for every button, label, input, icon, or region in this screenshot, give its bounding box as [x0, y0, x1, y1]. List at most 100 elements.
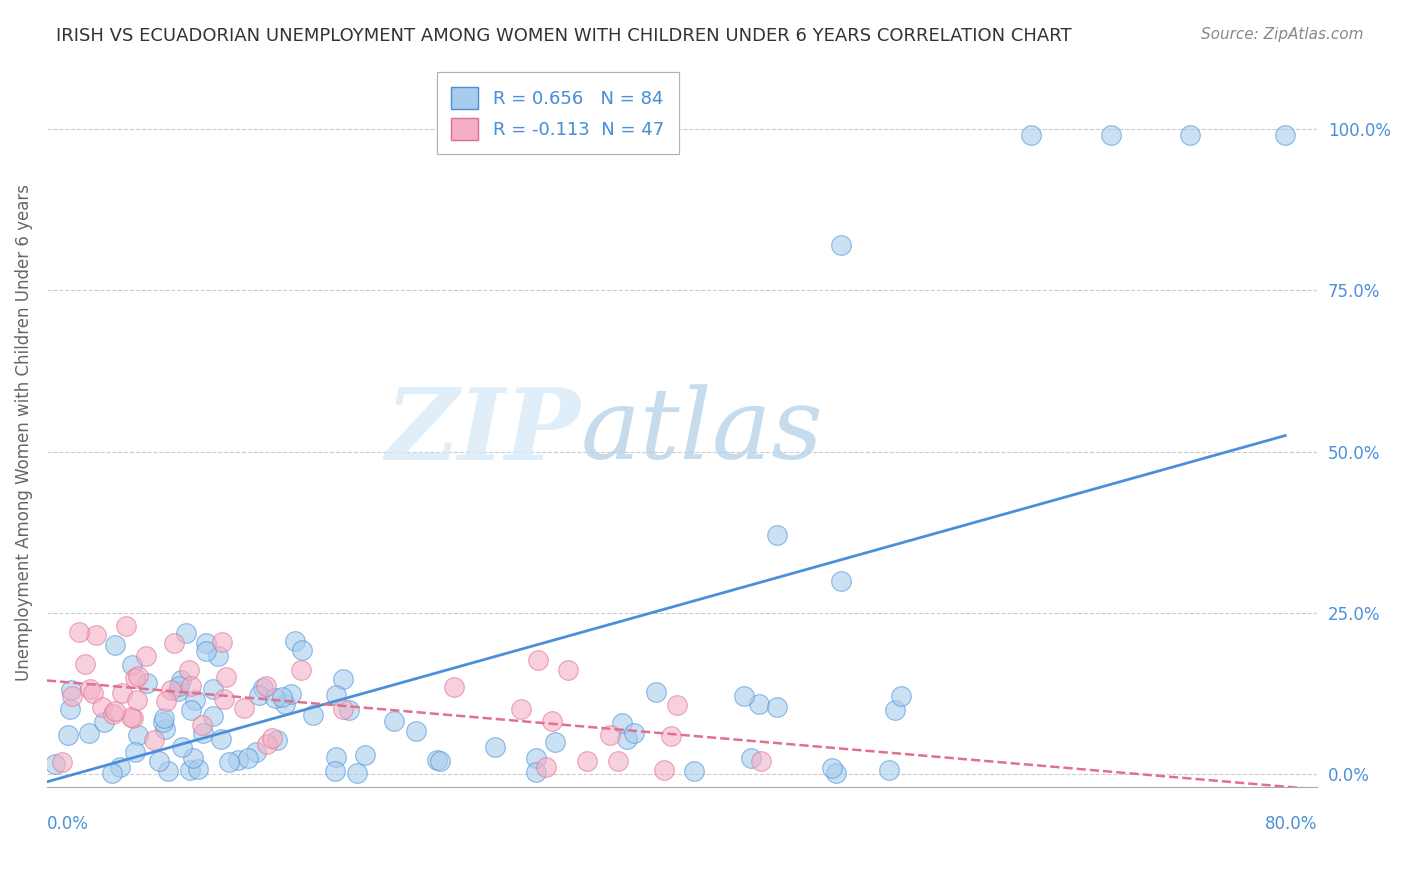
Point	[607, 754, 630, 768]
Point	[121, 711, 143, 725]
Point	[682, 764, 704, 778]
Point	[44, 756, 66, 771]
Point	[180, 703, 202, 717]
Point	[443, 680, 465, 694]
Point	[212, 692, 235, 706]
Point	[82, 686, 104, 700]
Text: 80.0%: 80.0%	[1264, 815, 1317, 833]
Point	[127, 669, 149, 683]
Text: 0.0%: 0.0%	[46, 815, 89, 833]
Point	[623, 725, 645, 739]
Point	[167, 684, 190, 698]
Point	[184, 693, 207, 707]
Point	[659, 729, 682, 743]
Point	[280, 687, 302, 701]
Point	[733, 689, 755, 703]
Point	[290, 663, 312, 677]
Point	[740, 750, 762, 764]
Point	[534, 760, 557, 774]
Point	[93, 715, 115, 730]
Point	[302, 708, 325, 723]
Point	[644, 685, 666, 699]
Point	[524, 751, 547, 765]
Point	[194, 644, 217, 658]
Point	[67, 625, 90, 640]
Point	[576, 754, 599, 768]
Point	[1274, 128, 1296, 143]
Point	[111, 686, 134, 700]
Point	[108, 760, 131, 774]
Text: Source: ZipAtlas.com: Source: ZipAtlas.com	[1201, 27, 1364, 42]
Point	[652, 763, 675, 777]
Point	[233, 701, 256, 715]
Point	[749, 754, 772, 768]
Point	[509, 702, 531, 716]
Point	[890, 689, 912, 703]
Point	[215, 670, 238, 684]
Point	[56, 729, 79, 743]
Point	[599, 728, 621, 742]
Point	[124, 745, 146, 759]
Point	[209, 732, 232, 747]
Point	[884, 703, 907, 717]
Point	[148, 754, 170, 768]
Point	[135, 676, 157, 690]
Point	[484, 739, 506, 754]
Point	[190, 718, 212, 732]
Point	[325, 689, 347, 703]
Point	[60, 689, 83, 703]
Point	[252, 681, 274, 695]
Point	[191, 726, 214, 740]
Point	[177, 664, 200, 678]
Y-axis label: Unemployment Among Women with Children Under 6 years: Unemployment Among Women with Children U…	[15, 184, 32, 681]
Point	[120, 710, 142, 724]
Point	[266, 732, 288, 747]
Point	[323, 764, 346, 778]
Point	[187, 762, 209, 776]
Point	[526, 653, 548, 667]
Point	[354, 747, 377, 762]
Point	[541, 714, 564, 728]
Point	[616, 732, 638, 747]
Point	[254, 679, 277, 693]
Point	[524, 764, 547, 779]
Point	[172, 740, 194, 755]
Point	[155, 694, 177, 708]
Point	[830, 574, 852, 588]
Point	[332, 672, 354, 686]
Point	[170, 673, 193, 687]
Point	[143, 733, 166, 747]
Point	[325, 750, 347, 764]
Point	[163, 636, 186, 650]
Point	[245, 745, 267, 759]
Point	[104, 638, 127, 652]
Point	[207, 649, 229, 664]
Point	[766, 528, 789, 542]
Point	[153, 723, 176, 737]
Point	[179, 763, 201, 777]
Point	[77, 725, 100, 739]
Point	[84, 628, 107, 642]
Point	[115, 618, 138, 632]
Point	[73, 657, 96, 672]
Point	[195, 635, 218, 649]
Point	[152, 714, 174, 729]
Point	[544, 735, 567, 749]
Text: IRISH VS ECUADORIAN UNEMPLOYMENT AMONG WOMEN WITH CHILDREN UNDER 6 YEARS CORRELA: IRISH VS ECUADORIAN UNEMPLOYMENT AMONG W…	[56, 27, 1071, 45]
Point	[382, 714, 405, 728]
Point	[1178, 128, 1201, 143]
Point	[124, 671, 146, 685]
Point	[125, 693, 148, 707]
Point	[337, 703, 360, 717]
Text: atlas: atlas	[581, 384, 823, 480]
Point	[60, 683, 83, 698]
Point	[291, 643, 314, 657]
Point	[180, 680, 202, 694]
Point	[201, 682, 224, 697]
Point	[160, 682, 183, 697]
Point	[226, 753, 249, 767]
Point	[264, 691, 287, 706]
Point	[156, 764, 179, 778]
Point	[101, 766, 124, 780]
Point	[262, 731, 284, 745]
